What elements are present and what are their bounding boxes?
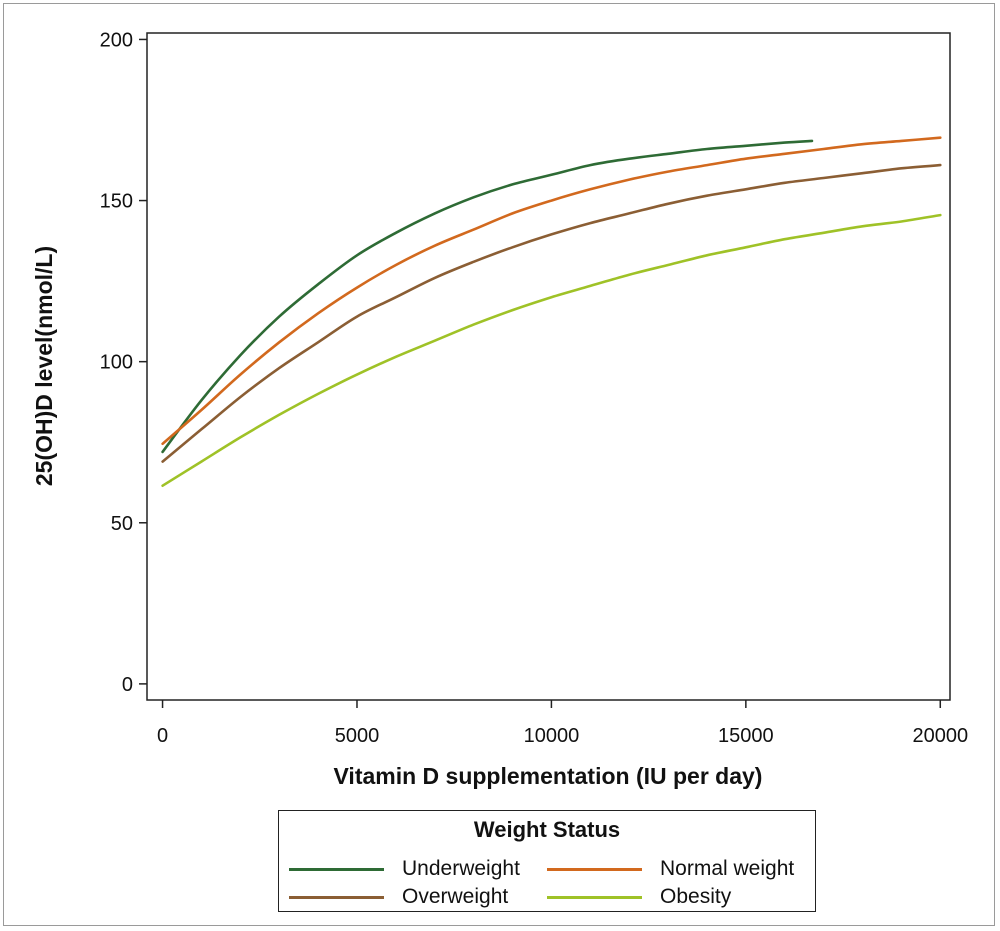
line-chart: 0 5000 10000 15000 20000 0 50 100 150 200 Vitamin… [31,29,968,789]
series-line-obesity [161,213,942,487]
y-tick-label-0: 0 [122,674,133,696]
legend-swatch-overweight [289,895,384,899]
x-tick-label-5000: 5000 [335,725,380,747]
figure-frame [3,3,995,926]
y-tick-label-50: 50 [111,513,133,535]
series-line-overweight [161,163,942,463]
legend-label-obesity: Obesity [660,885,732,908]
legend-item-underweight: Underweight [289,856,520,882]
x-axis-title: Vitamin D supplementation (IU per day) [334,763,763,789]
legend-title: Weight Status [473,817,621,842]
x-tick-label-0: 0 [157,725,168,747]
legend: Weight Status Underweight Normal weight … [278,810,816,912]
series-line-normal-weight [161,136,942,446]
x-tick-label-20000: 20000 [912,725,968,747]
legend-item-obesity: Obesity [547,884,731,910]
plot-area-border [146,32,951,701]
axis-ticks: 0 5000 10000 15000 20000 0 50 100 150 200 [100,29,968,747]
legend-swatch-obesity [547,895,642,899]
y-axis-title: 25(OH)D level(nmol/L) [31,246,57,486]
y-tick-label-100: 100 [100,352,133,374]
legend-item-overweight: Overweight [289,884,508,910]
legend-swatch-normal-weight [547,867,642,871]
series-lines [161,136,942,487]
y-tick-label-150: 150 [100,191,133,213]
y-tick-label-200: 200 [100,29,133,51]
x-tick-label-15000: 15000 [718,725,774,747]
legend-label-overweight: Overweight [402,885,509,908]
legend-swatch-underweight [289,867,384,871]
x-tick-label-10000: 10000 [524,725,580,747]
series-line-underweight [161,139,814,454]
legend-label-normal-weight: Normal weight [660,857,795,880]
legend-item-normal-weight: Normal weight [547,856,794,882]
legend-label-underweight: Underweight [402,857,520,880]
